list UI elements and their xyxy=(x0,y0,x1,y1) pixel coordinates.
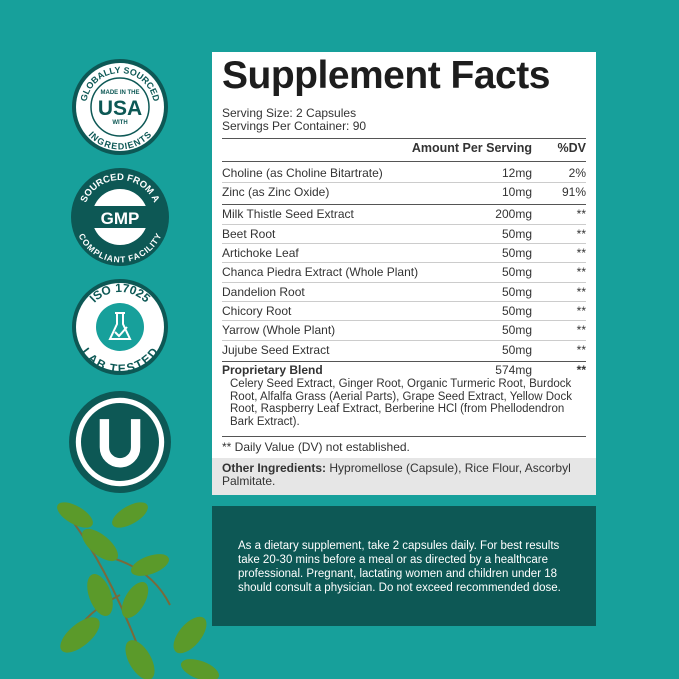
facts-title: Supplement Facts xyxy=(222,54,550,97)
row-divider xyxy=(222,320,586,321)
nutrient-dv: ** xyxy=(576,323,586,337)
svg-text:GMP: GMP xyxy=(101,209,140,228)
amount-header: Amount Per Serving xyxy=(411,141,532,155)
nutrient-amount: 50mg xyxy=(501,285,532,299)
nutrient-amount: 50mg xyxy=(501,227,532,241)
other-ingredients-value: Hypromellose (Capsule), Rice Flour, Asco… xyxy=(222,461,571,488)
row-divider xyxy=(222,243,586,244)
nutrient-name: Jujube Seed Extract xyxy=(222,343,330,357)
nutrient-dv: ** xyxy=(576,304,586,318)
nutrient-row: Artichoke Leaf 50mg ** xyxy=(222,244,586,263)
kosher-u-badge-icon xyxy=(69,391,171,493)
row-divider xyxy=(222,262,586,263)
divider xyxy=(222,436,586,437)
gmp-badge-icon: SOURCED FROM A COMPLIANT FACILITY GMP xyxy=(71,168,169,266)
blend-amount: 574mg xyxy=(495,363,532,377)
nutrient-amount: 50mg xyxy=(501,343,532,357)
row-divider xyxy=(222,204,586,205)
nutrient-row: Dandelion Root 50mg ** xyxy=(222,283,586,302)
divider xyxy=(222,138,586,139)
leaf-branch-image xyxy=(57,502,220,679)
nutrient-name: Yarrow (Whole Plant) xyxy=(222,323,336,337)
row-divider xyxy=(222,282,586,283)
nutrient-amount: 12mg xyxy=(501,166,532,180)
nutrient-name: Chicory Root xyxy=(222,304,292,318)
nutrient-dv: ** xyxy=(576,285,586,299)
blend-name: Proprietary Blend xyxy=(222,363,323,377)
nutrient-dv: 2% xyxy=(568,166,586,180)
nutrient-row: Zinc (as Zinc Oxide) 10mg 91% xyxy=(222,183,586,202)
nutrient-row: Chicory Root 50mg ** xyxy=(222,302,586,321)
nutrient-row: Jujube Seed Extract 50mg ** xyxy=(222,341,586,360)
directions-panel: As a dietary supplement, take 2 capsules… xyxy=(212,506,596,626)
svg-text:MADE IN THE: MADE IN THE xyxy=(101,90,140,96)
nutrient-dv: ** xyxy=(576,246,586,260)
facts-header: Amount Per Serving %DV xyxy=(222,139,586,158)
nutrient-dv: ** xyxy=(576,207,586,221)
other-ingredients: Other Ingredients: Hypromellose (Capsule… xyxy=(212,458,596,495)
dv-header: %DV xyxy=(557,141,586,155)
nutrient-name: Zinc (as Zinc Oxide) xyxy=(222,185,330,199)
nutrient-name: Beet Root xyxy=(222,227,276,241)
serving-size: Serving Size: 2 Capsules xyxy=(222,106,357,120)
blend-ingredients: Celery Seed Extract, Ginger Root, Organi… xyxy=(230,378,572,428)
nutrient-dv: ** xyxy=(576,343,586,357)
row-divider xyxy=(222,340,586,341)
divider xyxy=(222,161,586,162)
nutrient-amount: 50mg xyxy=(501,323,532,337)
directions-text: As a dietary supplement, take 2 capsules… xyxy=(238,540,561,594)
nutrient-amount: 10mg xyxy=(501,185,532,199)
iso-lab-tested-badge-icon: ISO 17025 LAB TESTED xyxy=(72,279,168,376)
svg-text:USA: USA xyxy=(98,97,142,120)
nutrient-dv: 91% xyxy=(561,185,586,199)
proprietary-blend-row: Proprietary Blend 574mg ** xyxy=(222,361,586,380)
nutrient-name: Artichoke Leaf xyxy=(222,246,299,260)
row-divider xyxy=(222,224,586,225)
other-ingredients-label: Other Ingredients: xyxy=(222,461,327,475)
nutrient-row: Yarrow (Whole Plant) 50mg ** xyxy=(222,321,586,340)
row-divider xyxy=(222,301,586,302)
nutrient-dv: ** xyxy=(576,265,586,279)
usa-badge-icon: GLOBALLY SOURCED INGREDIENTS MADE IN THE… xyxy=(72,59,168,155)
nutrient-name: Dandelion Root xyxy=(222,285,305,299)
supplement-facts-panel: Supplement Facts Serving Size: 2 Capsule… xyxy=(212,52,596,495)
svg-text:WITH: WITH xyxy=(112,120,127,126)
dv-footnote: ** Daily Value (DV) not established. xyxy=(222,440,410,454)
row-divider xyxy=(222,182,586,183)
nutrient-name: Chanca Piedra Extract (Whole Plant) xyxy=(222,265,419,279)
nutrient-amount: 200mg xyxy=(495,207,532,221)
nutrient-row: Milk Thistle Seed Extract 200mg ** xyxy=(222,205,586,224)
nutrient-name: Choline (as Choline Bitartrate) xyxy=(222,166,383,180)
nutrient-name: Milk Thistle Seed Extract xyxy=(222,207,354,221)
nutrient-row: Choline (as Choline Bitartrate) 12mg 2% xyxy=(222,164,586,183)
nutrient-dv: ** xyxy=(576,227,586,241)
nutrient-amount: 50mg xyxy=(501,304,532,318)
divider xyxy=(222,361,586,362)
nutrient-row: Beet Root 50mg ** xyxy=(222,225,586,244)
nutrient-amount: 50mg xyxy=(501,246,532,260)
blend-dv: ** xyxy=(576,363,586,377)
nutrient-row: Chanca Piedra Extract (Whole Plant) 50mg *… xyxy=(222,263,586,282)
servings-per-container: Servings Per Container: 90 xyxy=(222,119,367,133)
nutrient-amount: 50mg xyxy=(501,265,532,279)
